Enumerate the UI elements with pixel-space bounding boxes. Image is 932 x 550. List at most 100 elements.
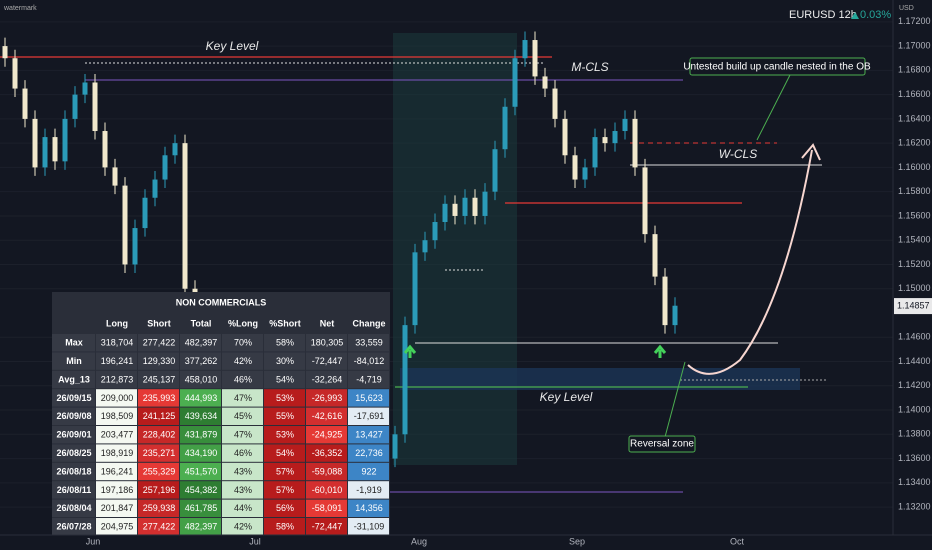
table-value: -72,447	[312, 522, 343, 532]
callout-line	[756, 74, 791, 141]
x-tick-label: Sep	[569, 536, 585, 546]
candle-body	[642, 167, 648, 235]
axis-unit: USD	[899, 5, 914, 12]
table-cell	[306, 444, 347, 462]
table-cell	[348, 444, 389, 462]
table-value: -4,719	[356, 374, 382, 384]
table-value: 56%	[276, 503, 294, 513]
table-cell	[96, 518, 137, 536]
table-value: 439,634	[185, 411, 218, 421]
candle-body	[512, 58, 518, 107]
candle-body	[102, 131, 108, 168]
projection-curve	[687, 149, 813, 375]
table-value: 57%	[276, 466, 294, 476]
table-cell	[306, 352, 347, 370]
candle-body	[2, 46, 8, 59]
table-cell	[348, 352, 389, 370]
candle-body	[672, 305, 678, 326]
table-cell	[52, 499, 95, 517]
table-value: 53%	[276, 430, 294, 440]
table-value: -32,264	[312, 374, 343, 384]
table-value: 53%	[276, 393, 294, 403]
candle-body	[142, 197, 148, 229]
y-tick-label: 1.15600	[898, 210, 931, 220]
table-cell	[180, 389, 221, 407]
row-label: 26/08/04	[56, 503, 91, 513]
candle-body	[572, 155, 578, 180]
candle-body	[442, 203, 448, 223]
table-cell	[222, 462, 263, 481]
table-title: NON COMMERCIALS	[176, 297, 267, 307]
column-header: Short	[147, 318, 171, 328]
candle-body	[132, 228, 138, 265]
table-cell	[96, 407, 137, 425]
table-cell	[96, 370, 137, 389]
table-cell	[306, 499, 347, 517]
table-cell	[306, 370, 347, 389]
table-cell	[138, 499, 179, 517]
table-value: 201,847	[101, 503, 134, 513]
candle-body	[652, 234, 658, 277]
table-value: 14,356	[355, 503, 383, 513]
table-cell	[348, 407, 389, 425]
table-value: -60,010	[312, 485, 343, 495]
table-value: 245,137	[143, 374, 176, 384]
table-value: 255,329	[143, 466, 176, 476]
annotation: Key Level	[206, 39, 259, 53]
table-cell	[348, 462, 389, 481]
up-arrow	[403, 344, 417, 358]
table-value: 46%	[234, 374, 252, 384]
table-cell	[138, 407, 179, 425]
candle-body	[432, 222, 438, 241]
table-cell	[222, 370, 263, 389]
table-value: -31,109	[354, 522, 385, 532]
table-cell	[264, 499, 305, 517]
y-tick-label: 1.15200	[898, 259, 931, 269]
row-label: 26/09/15	[56, 393, 91, 403]
table-cell	[96, 426, 137, 444]
table-cell	[222, 407, 263, 425]
candle-body	[582, 167, 588, 180]
table-cell	[52, 334, 95, 352]
y-tick-label: 1.16000	[898, 162, 931, 172]
table-cell	[264, 426, 305, 444]
y-tick-label: 1.13200	[898, 501, 931, 511]
table-cell	[306, 334, 347, 352]
table-value: 434,190	[185, 448, 218, 458]
table-cell	[264, 444, 305, 462]
table-value: -59,088	[312, 466, 343, 476]
table-value: 204,975	[101, 522, 134, 532]
y-tick-label: 1.13400	[898, 477, 931, 487]
table-cell	[348, 499, 389, 517]
table-value: -17,691	[354, 411, 385, 421]
table-cell	[264, 334, 305, 352]
table-value: 70%	[234, 338, 252, 348]
table-cell	[264, 462, 305, 481]
table-value: 241,125	[143, 411, 176, 421]
candle-body	[602, 137, 608, 144]
table-cell	[306, 518, 347, 536]
candle-body	[522, 40, 528, 59]
table-cell	[348, 389, 389, 407]
candle-body	[42, 137, 48, 168]
annotation: Key Level	[540, 390, 593, 404]
y-tick-label: 1.14200	[898, 380, 931, 390]
table-value: 47%	[234, 430, 252, 440]
table-value: 482,397	[185, 522, 218, 532]
candle-body	[422, 240, 428, 253]
column-header: %Long	[228, 318, 258, 328]
table-cell	[264, 518, 305, 536]
callout-box	[689, 57, 866, 76]
row-label: 26/08/18	[56, 466, 91, 476]
table-cell	[96, 499, 137, 517]
candle-body	[662, 276, 668, 326]
column-header: Net	[320, 318, 335, 328]
row-label: 26/09/01	[56, 430, 91, 440]
table-value: 461,785	[185, 503, 218, 513]
candle-body	[152, 179, 158, 198]
table-cell	[138, 370, 179, 389]
candle-body	[462, 197, 468, 216]
column-header: %Short	[269, 318, 301, 328]
y-tick-label: 1.14400	[898, 356, 931, 366]
table-cell	[180, 518, 221, 536]
